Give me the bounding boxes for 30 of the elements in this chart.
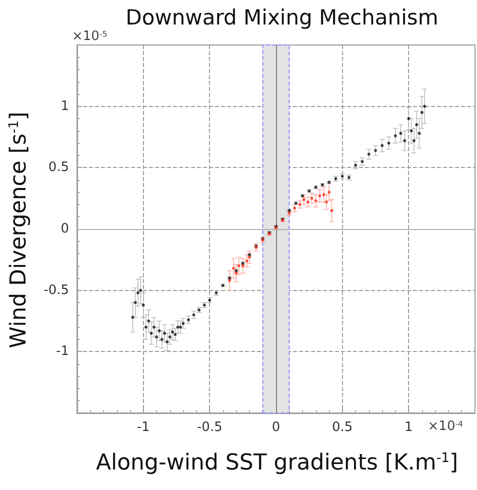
point <box>310 196 314 200</box>
x-tick-label: -0.5 <box>196 420 222 435</box>
point <box>322 193 326 196</box>
point <box>318 194 322 198</box>
point <box>298 202 302 206</box>
x-tick-label: 1 <box>404 420 413 435</box>
x-tick-label: 0.5 <box>332 420 353 435</box>
y-tick-label: 1 <box>60 98 69 114</box>
point <box>302 198 306 202</box>
point <box>232 266 236 270</box>
x-tick-label: -1 <box>136 420 150 435</box>
y-tick-label: 0.5 <box>48 160 69 176</box>
point <box>241 264 244 268</box>
point <box>328 190 331 194</box>
point <box>237 264 240 268</box>
point <box>245 259 248 262</box>
y-tick-label: 0 <box>60 222 69 236</box>
y-tick-label: -1 <box>56 344 69 360</box>
point <box>330 209 334 212</box>
point <box>228 279 232 282</box>
point <box>314 199 318 202</box>
chart-title: Downward Mixing Mechanism <box>126 6 438 30</box>
point <box>248 256 251 259</box>
y-axis-title: Wind Divergence [s-1] <box>6 112 32 348</box>
point <box>293 206 296 210</box>
point <box>234 272 238 275</box>
point <box>306 200 310 204</box>
point <box>324 200 328 204</box>
x-tick-label: 0 <box>272 420 280 435</box>
y-tick-label: -0.5 <box>44 282 69 298</box>
